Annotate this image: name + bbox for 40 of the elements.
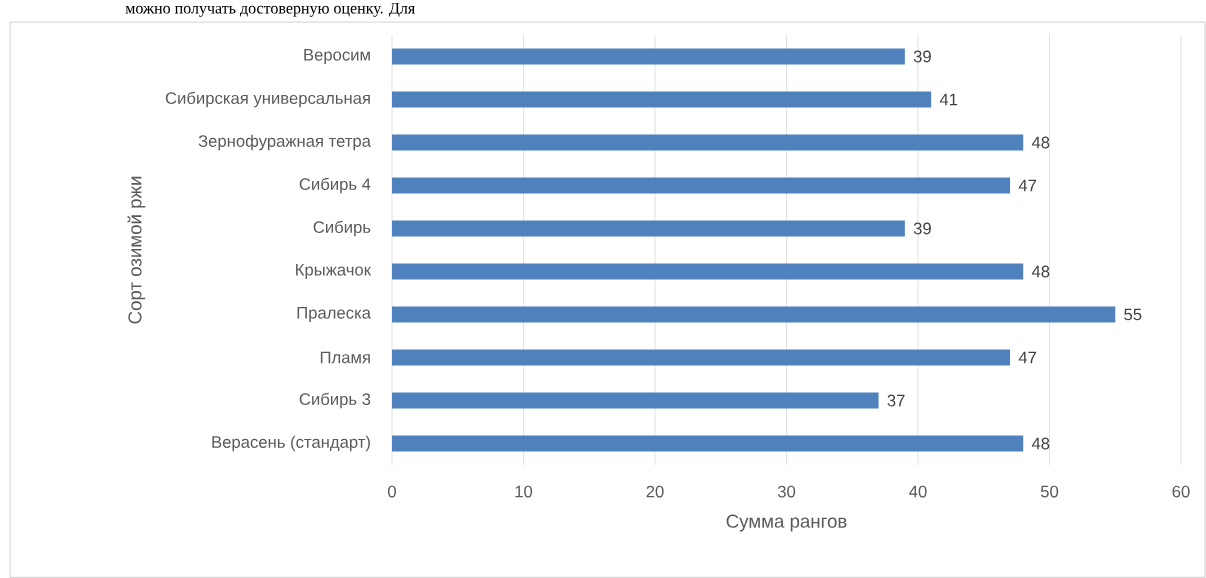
y-tick-label: Пралеска [297, 307, 371, 322]
y-tick-label: Зернофуражная тетра [198, 134, 371, 151]
y-tick-label: Верасень (стандарт) [212, 435, 370, 452]
x-tick-label: 20 [646, 485, 664, 498]
y-tick-label: Сибирь 4 [299, 177, 371, 194]
bar [392, 392, 879, 409]
bar [392, 349, 1011, 366]
y-tick-label: Крыжачок [296, 264, 372, 279]
bar [392, 435, 1024, 452]
y-axis-title: Сорт озимой ржи [127, 176, 146, 324]
bar [392, 263, 1024, 280]
y-tick-label: Сибирская универсальная [165, 91, 370, 108]
data-label: 47 [1018, 351, 1037, 364]
x-tick-label: 50 [1040, 485, 1059, 498]
data-label: 55 [1124, 308, 1142, 321]
data-label: 48 [1031, 265, 1050, 278]
bar [392, 306, 1116, 323]
x-tick-label: 30 [777, 485, 796, 498]
y-tick-label: Пламя [320, 351, 370, 364]
y-tick-label: Веросим [304, 49, 370, 64]
bar [392, 91, 932, 108]
data-label: 39 [913, 50, 931, 63]
x-tick-label: 40 [909, 485, 927, 498]
data-label: 48 [1031, 437, 1050, 450]
bar [392, 220, 905, 237]
text: можно получать достоверную оценку. Для [125, 2, 415, 17]
y-tick-label: Сибирь 3 [299, 392, 371, 409]
bar [392, 48, 905, 65]
data-label: 37 [887, 394, 905, 407]
data-label: 41 [939, 93, 958, 106]
x-tick-label: 0 [388, 485, 396, 498]
data-label: 47 [1018, 179, 1037, 192]
data-label: 39 [913, 222, 931, 235]
bar [392, 177, 1011, 194]
x-axis-title: Сумма рангов [726, 514, 847, 532]
y-tick-label: Сибирь [313, 220, 371, 237]
data-label: 48 [1031, 136, 1050, 149]
bar [392, 134, 1024, 151]
x-tick-label: 60 [1172, 485, 1190, 498]
x-tick-label: 10 [515, 485, 533, 498]
